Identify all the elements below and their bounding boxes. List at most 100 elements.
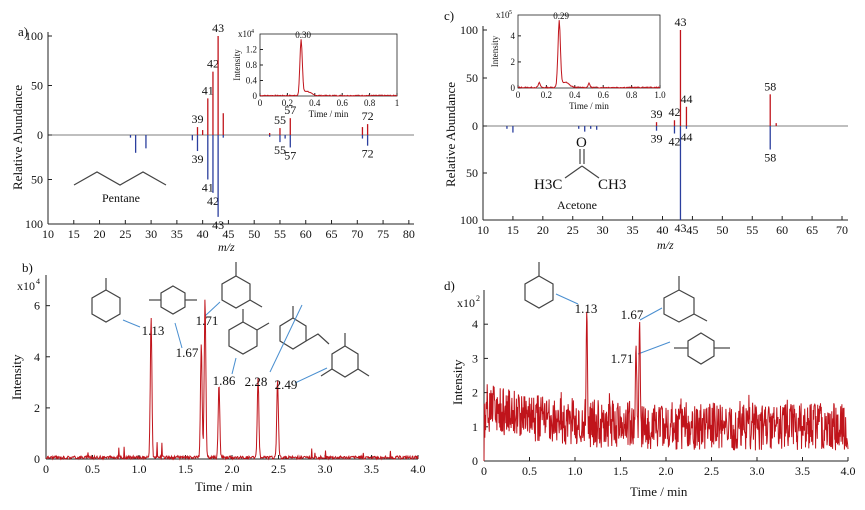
b-ymult-exp: 4 [36,277,40,286]
a-bottom-peak-label: 43 [212,218,224,232]
panel-label-a: a) [18,24,28,39]
a-inset-ylabel: Intensity [232,49,242,81]
c-x-tick-label: 20 [537,223,549,237]
c-top-peak-label: 58 [764,79,776,93]
a-x-tick-label: 10 [42,227,54,241]
a-inset-peak-label: 0.30 [295,30,311,40]
a-inset-x-tick-label: 0.4 [309,98,321,108]
c-inset-y-tick-label: 4 [511,31,516,41]
d-y-tick-label: 0 [472,454,478,468]
pentane-structure-icon [73,171,167,186]
c-inset-x-tick-label: 0.2 [541,90,552,100]
c-inset-y-tick-label: 2 [511,57,516,67]
p-xylene-structure-icon [149,285,197,315]
c-y-tick-label: 100 [460,213,478,227]
d-y-tick-label: 2 [472,386,478,400]
toluene-structure-icon [91,278,121,323]
c-x-tick-label: 25 [567,223,579,237]
d-trace [483,311,849,462]
b-ylabel: Intensity [9,354,24,400]
a-y-tick-label: 100 [25,217,43,231]
a-bottom-peak-label: 42 [207,194,219,208]
a-x-tick-label: 55 [274,227,286,241]
d-x-tick-label: 0 [481,464,487,478]
b-y-tick-label: 2 [34,401,40,415]
c-x-tick-label: 10 [477,223,489,237]
b-y-tick-label: 4 [34,350,40,364]
panel-label-d: d) [444,278,455,293]
a-inset-frame [259,33,398,97]
a-top-peak-label: 39 [191,112,203,126]
a-bottom-peak-label: 55 [274,143,286,157]
c-bottom-peak-label: 58 [764,151,776,165]
c-bottom-peak-label: 44 [680,130,692,144]
b-x-tick-label: 3.0 [318,462,333,476]
c-bottom-peak-label: 39 [651,132,663,146]
a-x-tick-label: 60 [300,227,312,241]
c-x-tick-label: 15 [507,223,519,237]
a-y-tick-label: 0 [37,128,43,142]
a-x-tick-label: 25 [119,227,131,241]
c-x-tick-label: 35 [627,223,639,237]
c-ylabel: Relative Abundance [443,82,458,187]
c-inset-xlabel: Time / min [569,101,609,111]
d-x-tick-label: 2.5 [704,464,719,478]
c-inset-y-tick-label: 0 [511,83,516,93]
c-inset-peak-label: 0.29 [553,11,569,21]
a-ylabel: Relative Abundance [10,85,25,190]
a-inset-y-tick-label: 0.8 [246,60,258,70]
a-top-peak-label: 57 [284,103,296,117]
a-top-peak-label: 72 [362,109,374,123]
a-inset-x-tick-label: 0 [258,98,263,108]
b-x-tick-label: 2.5 [271,462,286,476]
b-y-tick-label: 0 [34,452,40,466]
b-x-tick-label: 0.5 [85,462,100,476]
a-inset-y-tick-label: 0 [253,91,258,101]
c-inset-x-tick-label: 0 [516,90,521,100]
a-y-tick-label: 50 [31,79,43,93]
a-inset-y-tick-label: 1.2 [246,45,257,55]
m-xylene-structure-icon [221,262,263,309]
c-inset-x-tick-label: 0.8 [626,90,638,100]
d-x-tick-label: 3.5 [795,464,810,478]
a-inset-y-tick-label: 0.4 [246,76,258,86]
a-inset-x-tick-label: 0.8 [364,98,376,108]
d-toluene-structure-icon [524,262,554,309]
c-top-peak-label: 44 [680,92,692,106]
acetone-structure-icon: O H3C CH3 [534,135,626,193]
d-x-tick-label: 0.5 [522,464,537,478]
a-bottom-peak-label: 72 [362,147,374,161]
c-bottom-peak-label: 42 [668,135,680,149]
d-y-tick-label: 3 [472,351,478,365]
c-y-tick-label: 50 [466,71,478,85]
o-xylene-structure-icon [228,309,270,355]
a-inset-ymult: x10 [238,29,252,39]
a-x-tick-label: 35 [171,227,183,241]
d-m-xylene-structure-icon [663,276,708,323]
a-inset-x-tick-label: 1 [395,98,400,108]
b-trace [45,299,419,461]
b-x-tick-label: 3.5 [364,462,379,476]
d-x-tick-label: 1.5 [613,464,628,478]
a-top-peak-label: 41 [202,83,214,97]
d-peak-label: 1.71 [611,351,634,366]
a-inset-x-tick-label: 0.2 [282,98,293,108]
c-x-tick-label: 50 [716,223,728,237]
d-xlabel: Time / min [630,484,688,499]
a-x-tick-label: 80 [403,227,415,241]
c-x-tick-label: 70 [836,223,848,237]
a-y-tick-label: 50 [31,173,43,187]
d-peak-label: 1.67 [621,307,644,322]
c-x-tick-label: 30 [597,223,609,237]
acetone-o: O [576,135,587,151]
a-inset-xlabel: Time / min [309,109,349,119]
a-bottom-peak-label: 41 [202,181,214,195]
a-x-tick-label: 75 [377,227,389,241]
a-y-tick-label: 100 [25,29,43,43]
c-x-tick-label: 45 [686,223,698,237]
d-ymult-exp: 2 [476,294,480,303]
c-xlabel: m/z [657,238,674,252]
c-inset-ymult: x10 [496,10,510,20]
a-inset-trace [260,39,397,97]
